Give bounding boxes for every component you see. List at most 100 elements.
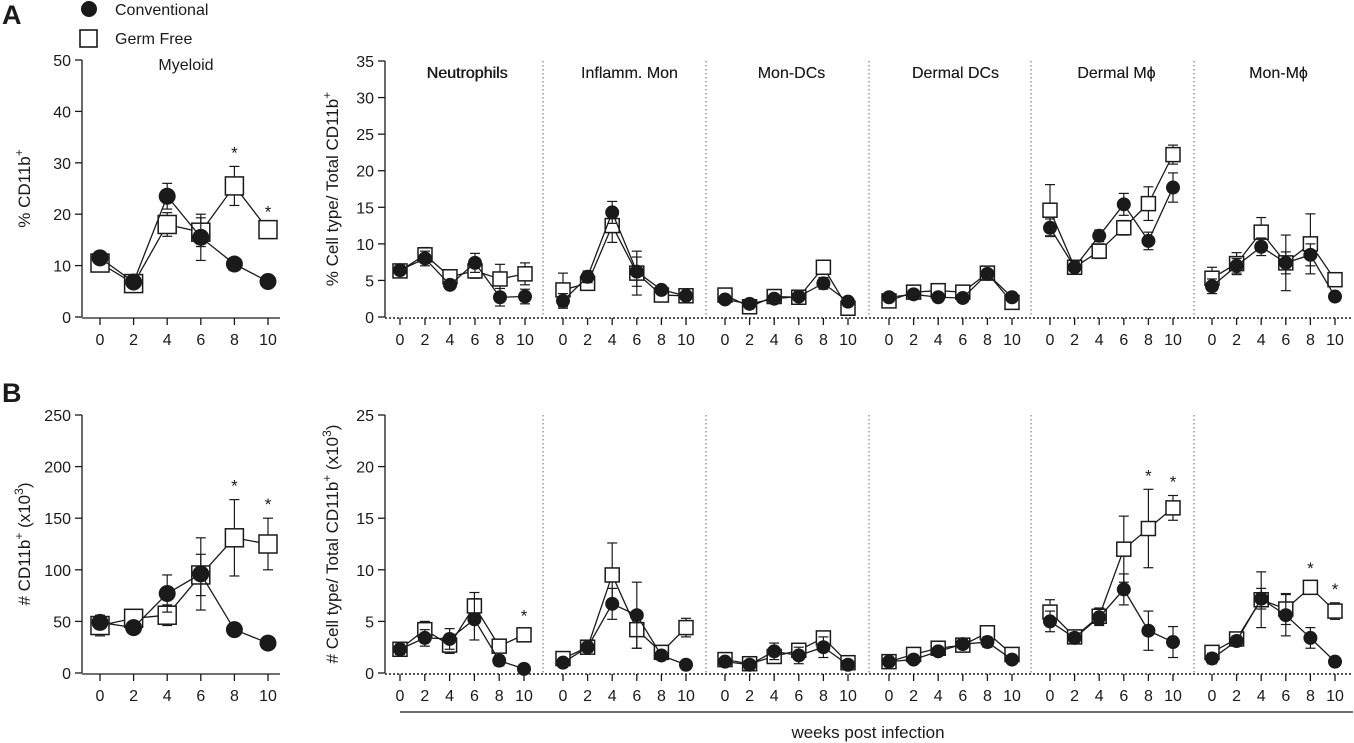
conventional-point — [906, 652, 921, 667]
germ-free-point — [517, 266, 533, 282]
x-tick-label: 8 — [1306, 332, 1315, 349]
x-tick-label: 6 — [196, 688, 205, 705]
x-tick-label: 0 — [721, 688, 730, 705]
x-tick-label: 2 — [583, 688, 592, 705]
conventional-series-line — [1211, 597, 1336, 663]
subset-title: Neutrophils — [427, 65, 508, 82]
y-tick-label: 20 — [356, 460, 374, 477]
x-tick-label: 2 — [583, 332, 592, 349]
conventional-point — [1328, 654, 1342, 669]
conventional-point — [679, 657, 693, 672]
subset-title: Inflamm. Mon — [581, 65, 678, 82]
subset-mon-m-: Mon-Mϕ 0 2 4 6 8 10 — [1204, 65, 1344, 349]
significance-asterisk: * — [1145, 466, 1152, 485]
x-tick-label: 8 — [819, 332, 828, 349]
conventional-point — [718, 654, 732, 669]
y-tick-label: 250 — [44, 408, 71, 425]
germ-free-series-line — [1049, 154, 1174, 269]
conventional-point — [1092, 610, 1107, 625]
y-tick-label: 30 — [356, 91, 374, 108]
x-tick-label: 10 — [1164, 332, 1182, 349]
y-axis-title-sup: + — [12, 149, 26, 156]
x-tick-label: 4 — [1257, 688, 1266, 705]
conventional-point — [418, 251, 432, 266]
plot-area: 0 2 4 6 8 10 * * — [90, 477, 278, 705]
subset-title: Neutrophils — [427, 65, 508, 82]
x-tick-label: 8 — [819, 688, 828, 705]
germ-free-point — [258, 219, 278, 240]
conventional-point — [841, 294, 855, 309]
x-tick-label: 6 — [1281, 688, 1290, 705]
x-tick-label: 6 — [470, 688, 479, 705]
conventional-point — [580, 269, 595, 284]
x-tick-label: 6 — [958, 688, 967, 705]
conventional-point — [816, 640, 831, 655]
significance-asterisk: * — [265, 495, 272, 514]
x-tick-label: 0 — [396, 332, 405, 349]
y-tick-label: 40 — [53, 104, 71, 121]
y-tick-label: 20 — [356, 164, 374, 181]
conventional-point — [1092, 228, 1107, 243]
shared-xlabel: weeks post infection — [790, 723, 944, 742]
x-tick-label: 10 — [677, 332, 695, 349]
conventional-point — [125, 619, 143, 637]
conventional-point — [1067, 630, 1082, 645]
x-tick-label: 2 — [1232, 332, 1241, 349]
y-tick-label: 0 — [62, 310, 71, 327]
x-tick-label: 6 — [632, 688, 641, 705]
legend-conventional-label: Conventional — [115, 2, 208, 19]
subset-title: Dermal Mϕ — [1077, 65, 1155, 82]
germ-free-point — [224, 176, 245, 196]
subset-title: Dermal DCs — [912, 65, 999, 82]
conventional-point — [1278, 255, 1293, 270]
conventional-series-line — [1049, 588, 1174, 643]
x-tick-label: 2 — [1070, 688, 1079, 705]
conventional-point — [259, 634, 277, 652]
legend-conventional-marker — [81, 1, 97, 17]
y-tick-label: 10 — [356, 563, 374, 580]
x-tick-label: 0 — [1208, 332, 1217, 349]
y-axis-title: # Cell type/ Total CD11b+ (x103) — [320, 425, 342, 664]
x-tick-label: 8 — [496, 332, 505, 349]
subset-title: Dermal DCs — [912, 65, 999, 82]
germ-free-point — [678, 619, 694, 636]
germ-free-point — [224, 528, 245, 548]
y-axis-title-unit-sup: 3 — [320, 430, 334, 437]
conventional-point — [393, 263, 407, 278]
x-tick-label: 0 — [96, 688, 105, 705]
x-tick-label: 6 — [471, 332, 480, 349]
conventional-point — [882, 290, 896, 305]
x-tick-label: 10 — [516, 332, 534, 349]
x-tick-label: 2 — [420, 688, 429, 705]
conventional-point — [158, 585, 176, 603]
germ-free-point — [1091, 243, 1107, 259]
germ-free-point — [258, 534, 278, 554]
y-tick-label: 50 — [53, 53, 71, 70]
x-tick-label: 0 — [396, 688, 405, 705]
x-tick-label: 10 — [1326, 688, 1344, 705]
x-tick-label: 0 — [559, 332, 568, 349]
subset-title: Mon-Mϕ — [1249, 65, 1308, 82]
conventional-point — [816, 276, 831, 291]
subset-title: Mon-Mϕ — [1249, 65, 1308, 82]
subset-dermal-dcs: Dermal DCs 0 2 4 6 8 10 — [881, 65, 1021, 349]
conventional-point — [1278, 608, 1293, 623]
conventional-point — [1205, 279, 1219, 294]
x-tick-label: 6 — [196, 332, 205, 349]
x-tick-label: 4 — [1257, 332, 1266, 349]
panel-label-b: B — [2, 378, 22, 408]
conventional-point — [192, 565, 210, 583]
subset-dermal-m-: Dermal Mϕ 0 2 4 6 8 10 — [1042, 65, 1182, 349]
germ-free-point — [516, 627, 532, 643]
x-tick-label: 2 — [745, 688, 754, 705]
conventional-point — [1303, 630, 1318, 645]
germ-free-point — [157, 214, 177, 235]
conventional-series-line — [99, 573, 269, 644]
subset-dermal-m-: Dermal Mϕ0 2 4 6 8 10* * — [1042, 65, 1182, 705]
y-tick-label: 10 — [356, 237, 374, 254]
conventional-point — [556, 293, 570, 308]
